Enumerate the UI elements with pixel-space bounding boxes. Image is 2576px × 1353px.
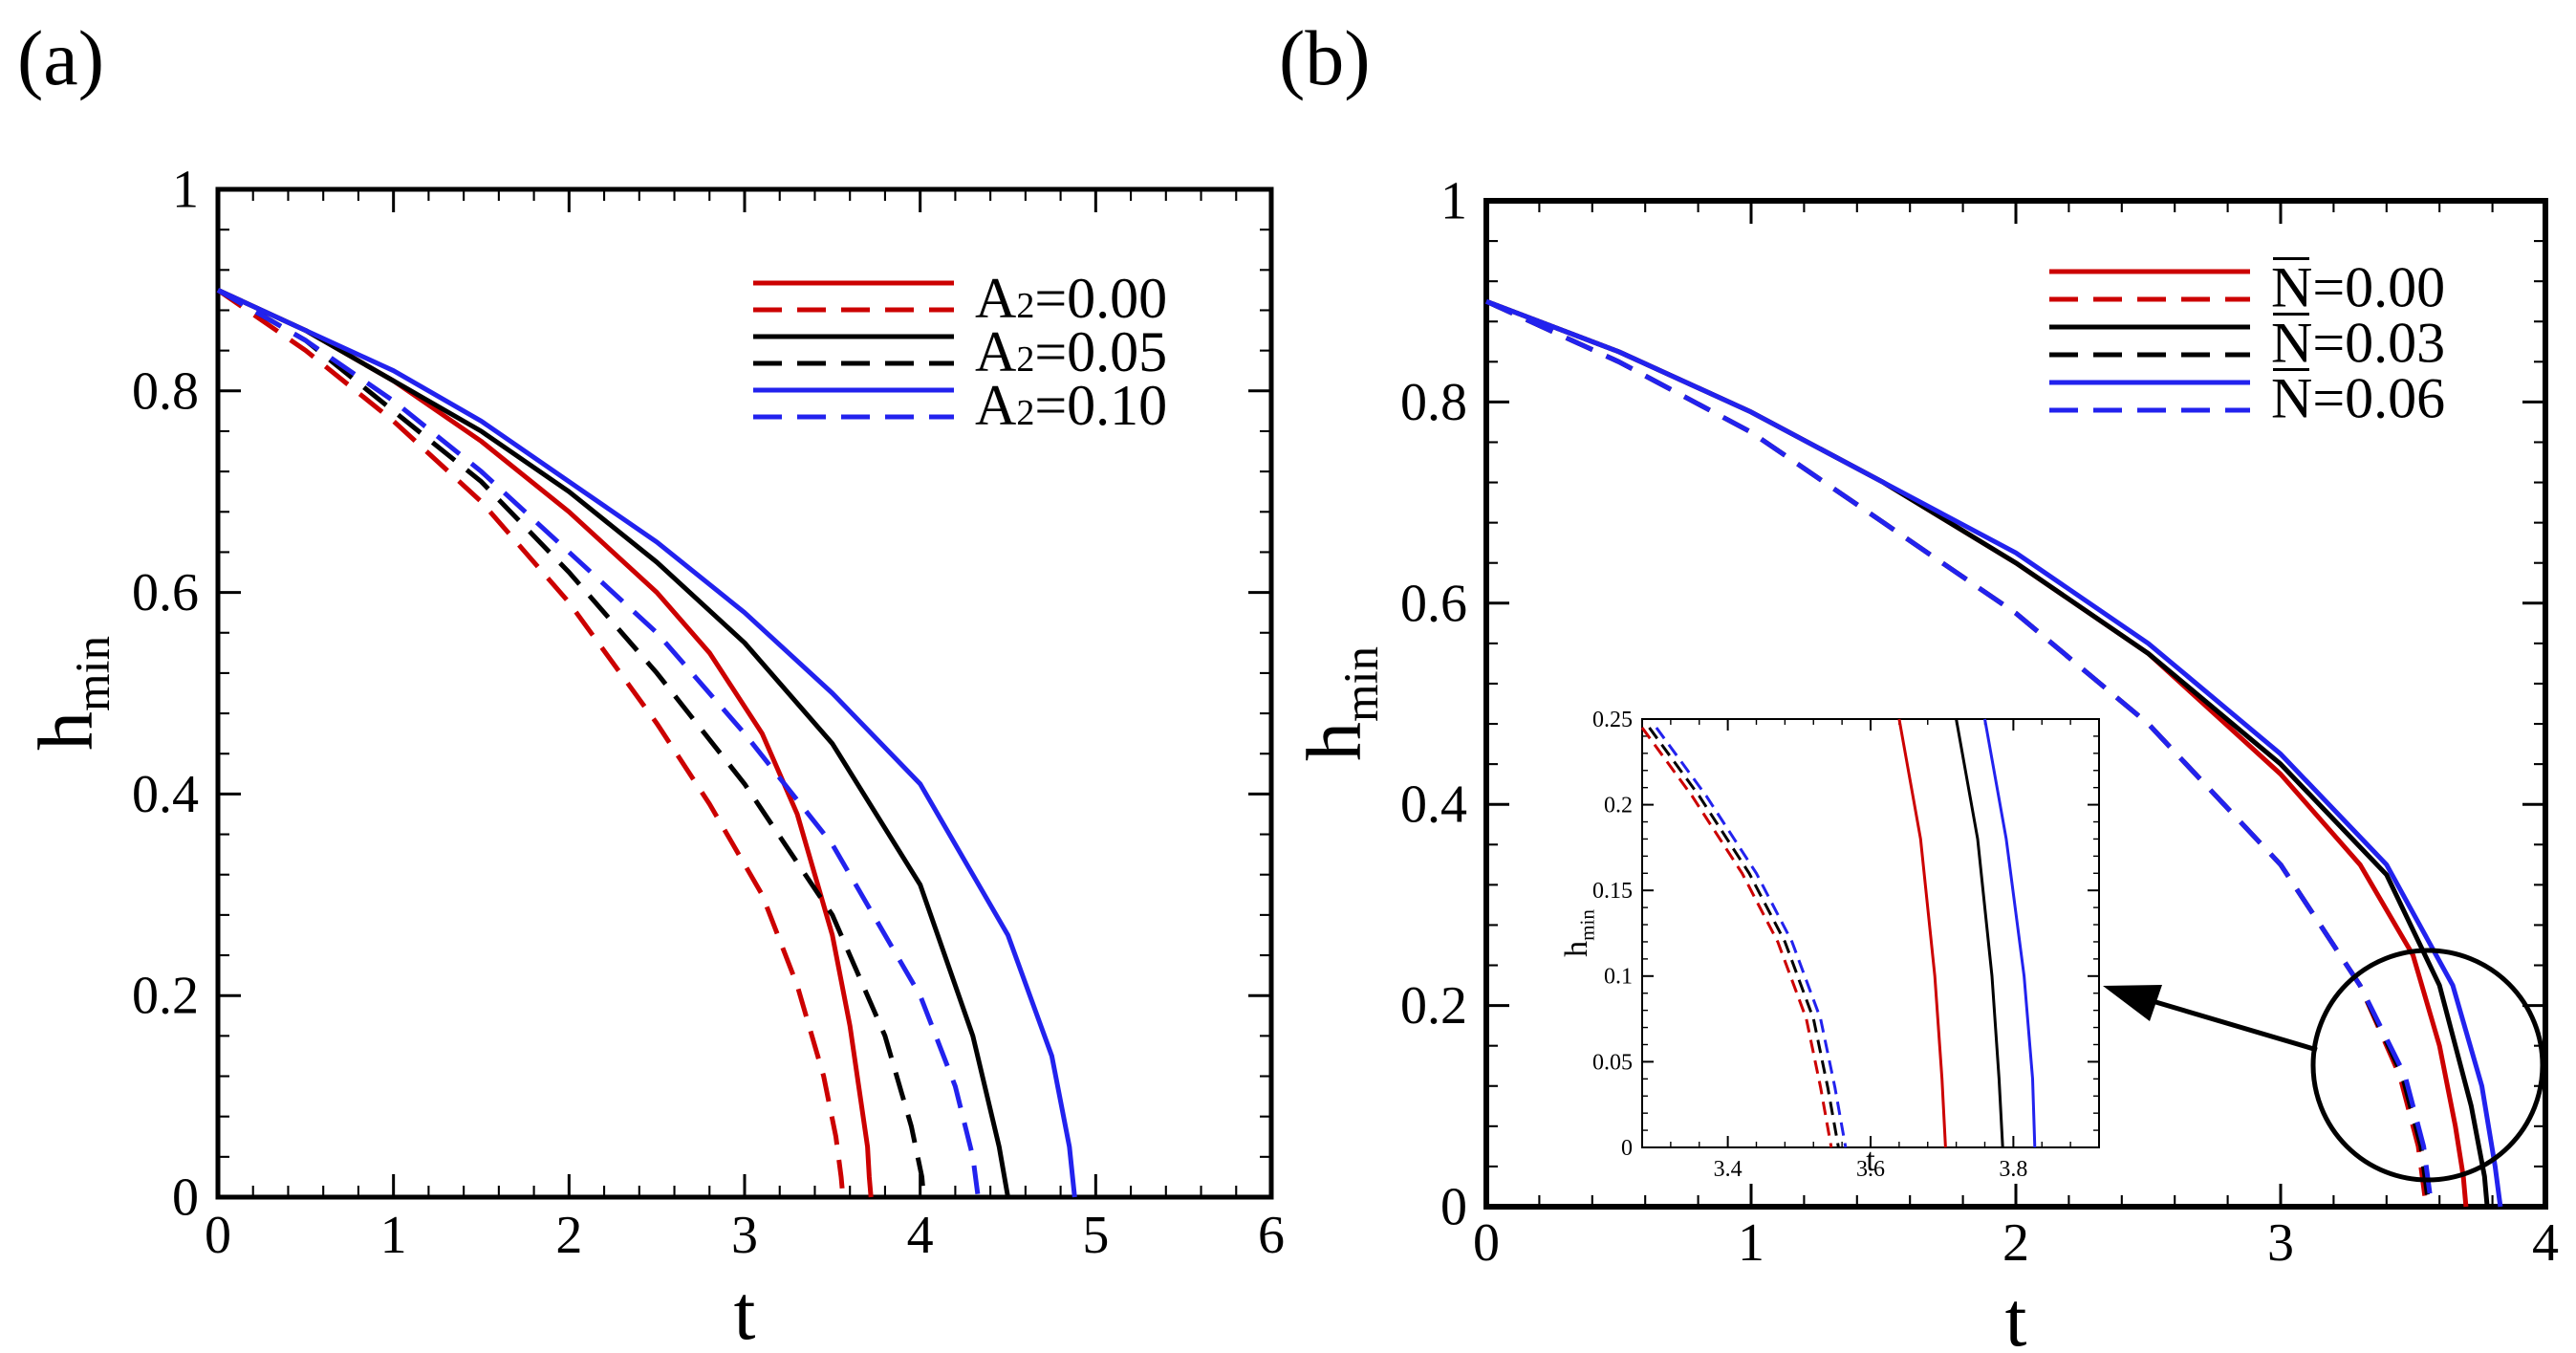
legend-label-value: =0.06 xyxy=(2312,367,2445,430)
panel-a-chart: 0 1 2 3 4 5 600.20.40.60.81thminA2=0.00A2=0.05… xyxy=(22,160,1285,1353)
legend-label-value: =0.05 xyxy=(1034,320,1167,383)
legend-label: N=0.03 xyxy=(2271,312,2445,375)
x-tick-label: 3 xyxy=(2267,1213,2294,1273)
x-tick-label: 3 xyxy=(731,1206,758,1265)
y-tick-label: 0 xyxy=(1621,1136,1633,1161)
legend-label-name: A xyxy=(975,320,1016,383)
x-tick-label: 3.4 xyxy=(1714,1157,1743,1182)
y-tick-label: 1 xyxy=(1440,171,1467,230)
y-tick-label: 0.6 xyxy=(132,563,199,622)
series-line-red-solid xyxy=(1897,718,1947,1148)
legend-label-value: =0.00 xyxy=(1034,267,1167,330)
y-tick-label: 1 xyxy=(172,160,199,219)
zoom-annotation xyxy=(2103,948,2545,1183)
x-tick-label: 0 xyxy=(1473,1213,1500,1273)
legend-label-value: =0.10 xyxy=(1034,374,1167,437)
y-tick-label: 0.15 xyxy=(1592,879,1633,904)
x-tick-label: 0 xyxy=(205,1206,231,1265)
x-tick-label: 6 xyxy=(1258,1206,1285,1265)
legend-label: N=0.06 xyxy=(2271,367,2445,430)
legend-label-name: N xyxy=(2271,367,2312,430)
x-tick-label: 3.6 xyxy=(1856,1157,1885,1182)
y-tick-label: 0.2 xyxy=(1604,794,1633,818)
legend-label: N=0.00 xyxy=(2271,256,2445,319)
legend-label-name: N xyxy=(2271,312,2312,375)
y-tick-label: 0.4 xyxy=(1400,775,1467,835)
series-line-red-solid xyxy=(216,288,874,1198)
y-axis-label-sub: min xyxy=(1334,646,1388,722)
series-line-blue-dashed xyxy=(1484,298,2435,1208)
panel-a-label: (a) xyxy=(17,14,104,101)
zoom-circle xyxy=(2310,948,2545,1183)
arrow-shaft xyxy=(2152,998,2318,1053)
y-tick-label: 0 xyxy=(1440,1177,1467,1236)
x-axis-label: t xyxy=(734,1269,756,1353)
y-tick-label: 0.4 xyxy=(132,765,199,824)
x-tick-label: 3.8 xyxy=(1999,1157,2027,1182)
y-tick-label: 0 xyxy=(172,1168,199,1227)
series-line-blue-solid xyxy=(1983,718,2037,1148)
series-line-black-solid xyxy=(216,288,1010,1198)
y-axis-label: hmin xyxy=(22,636,119,751)
x-tick-label: 1 xyxy=(1738,1213,1764,1273)
y-axis-label: hmin xyxy=(1559,909,1598,957)
y-axis-label-main: h xyxy=(22,711,109,751)
series-line-blue-dashed xyxy=(216,288,981,1198)
inset-background xyxy=(1640,717,2101,1149)
panel-b-label: (b) xyxy=(1279,14,1371,101)
arrow-head xyxy=(2103,985,2162,1021)
inset-chart: 3.4 3.6 3.8 0 0.05 0.1 0.15 0.2 0.25 t hmin xyxy=(1559,708,2101,1182)
y-tick-label: 0.05 xyxy=(1592,1050,1633,1075)
x-tick-label: 5 xyxy=(1082,1206,1109,1265)
x-tick-label: 2 xyxy=(555,1206,582,1265)
panel-b-chart: 0 1 2 3 400.20.40.60.81thminN=0.00N=0.03N=0.… xyxy=(1290,171,2559,1353)
x-tick-label: 4 xyxy=(907,1206,934,1265)
x-tick-label: 1 xyxy=(380,1206,407,1265)
series-line-black-dashed xyxy=(216,288,926,1198)
y-tick-label: 0.8 xyxy=(132,361,199,421)
x-tick-label: 4 xyxy=(2532,1213,2559,1273)
series-line-blue-solid xyxy=(216,288,1077,1198)
y-tick-label: 0.25 xyxy=(1592,708,1633,732)
legend-label: A2=0.05 xyxy=(975,320,1167,383)
series-line-black-solid xyxy=(1955,718,2004,1148)
legend-label-name: A xyxy=(975,374,1016,437)
series-line-blue-dashed xyxy=(1655,727,1848,1148)
legend-label: A2=0.10 xyxy=(975,374,1167,437)
legend-label-name: N xyxy=(2271,256,2312,319)
x-tick-label: 2 xyxy=(2002,1213,2029,1273)
legend-label-value: =0.03 xyxy=(2312,312,2445,375)
series-line-red-dashed xyxy=(1640,727,1833,1148)
y-tick-label: 0.6 xyxy=(1400,574,1467,633)
legend-label: A2=0.00 xyxy=(975,267,1167,330)
series-line-black-dashed xyxy=(1648,727,1840,1148)
legend-label-value: =0.00 xyxy=(2312,256,2445,319)
legend-label-sub: 2 xyxy=(1016,393,1034,433)
x-axis-label: t xyxy=(2005,1276,2027,1353)
y-axis-label-main: h xyxy=(1559,941,1594,957)
x-axis-label: t xyxy=(1866,1143,1875,1178)
legend-label-name: A xyxy=(975,267,1016,330)
y-axis-label-sub: min xyxy=(66,636,119,711)
series-line-red-dashed xyxy=(216,288,846,1198)
y-axis-label-sub: min xyxy=(1575,909,1598,941)
y-axis-label: hmin xyxy=(1290,646,1388,761)
legend-label-sub: 2 xyxy=(1016,339,1034,380)
legend-label-sub: 2 xyxy=(1016,286,1034,326)
y-tick-label: 0.1 xyxy=(1604,965,1633,990)
y-axis-label-main: h xyxy=(1290,722,1377,761)
y-tick-label: 0.8 xyxy=(1400,373,1467,432)
y-tick-label: 0.2 xyxy=(1400,976,1467,1036)
series-line-blue-solid xyxy=(1485,298,2503,1208)
y-tick-label: 0.2 xyxy=(132,967,199,1026)
